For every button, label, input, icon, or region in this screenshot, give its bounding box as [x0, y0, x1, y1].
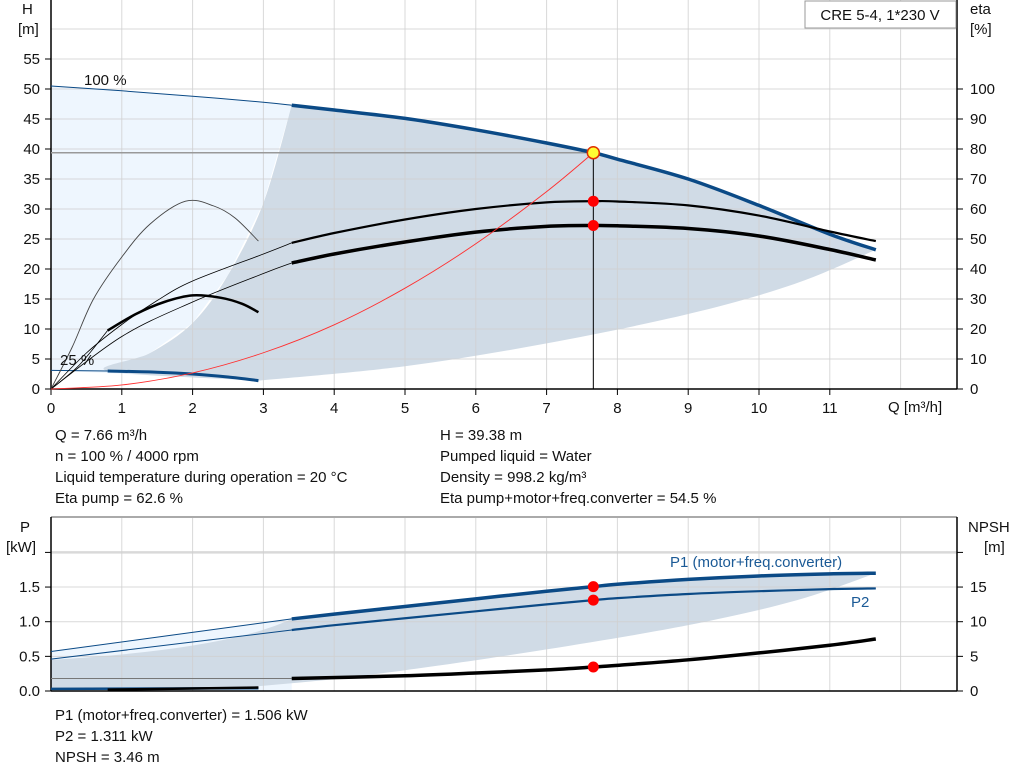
speed-100-label: 100 %	[84, 72, 127, 89]
eta-tick-label: 80	[970, 141, 987, 158]
npsh-tick-label: 0	[970, 683, 978, 700]
eta-tick-label: 60	[970, 201, 987, 218]
npsh-axis-label: NPSH	[968, 519, 1010, 536]
npsh-axis-unit: [m]	[984, 539, 1005, 556]
curve-eta_total_25	[107, 293, 260, 332]
info-p2: P2 = 1.311 kW	[55, 728, 153, 745]
h-tick-label: 15	[23, 291, 40, 308]
p-tick-label: 1.0	[19, 614, 40, 631]
p-tick-label: 1.5	[19, 579, 40, 596]
duty-point-npsh	[587, 661, 599, 673]
h-tick-label: 45	[23, 111, 40, 128]
power-npsh-chart: 0.0 0.5 1.0 1.5 0 5 10 15	[19, 516, 987, 700]
q-tick-label: 8	[613, 400, 621, 417]
eta-tick-label: 50	[970, 231, 987, 248]
h-tick-label: 50	[23, 81, 40, 98]
q-tick-label: 5	[401, 400, 409, 417]
q-tick-label: 2	[188, 400, 196, 417]
duty-point-head	[586, 145, 601, 160]
curve-H_25	[107, 369, 259, 383]
q-tick-label: 0	[47, 400, 55, 417]
info-speed: n = 100 % / 4000 rpm	[55, 448, 199, 465]
h-tick-label: 25	[23, 231, 40, 248]
eta-axis-unit: [%]	[970, 21, 992, 38]
h-tick-label: 5	[32, 351, 40, 368]
h-axis-label: H	[22, 1, 33, 18]
q-tick-label: 3	[259, 400, 267, 417]
q-axis-label: Q [m³/h]	[888, 399, 942, 416]
curve-NPSH	[291, 637, 877, 681]
h-tick-label: 20	[23, 261, 40, 278]
curve-H_25-extrapolated	[50, 369, 108, 372]
q-tick-label: 7	[542, 400, 550, 417]
duty-point-p2	[587, 594, 599, 606]
info-npsh: NPSH = 3.46 m	[55, 749, 160, 766]
p-tick-label: 0.5	[19, 648, 40, 665]
p2-legend-label: P2	[851, 594, 869, 611]
info-temperature: Liquid temperature during operation = 20…	[55, 469, 348, 486]
duty-info-right: H = 39.38 m Pumped liquid = Water Densit…	[440, 425, 716, 509]
p-axis-unit: [kW]	[6, 539, 36, 556]
q-tick-label: 10	[751, 400, 768, 417]
eta-tick-label: 30	[970, 291, 987, 308]
power-info: P1 (motor+freq.converter) = 1.506 kW P2 …	[55, 705, 308, 768]
eta-tick-label: 70	[970, 171, 987, 188]
curve-NPSH_25	[107, 686, 259, 691]
curve-P1-extrapolated	[50, 618, 292, 652]
info-head: H = 39.38 m	[440, 427, 523, 444]
title-text: CRE 5-4, 1*230 V	[820, 7, 939, 24]
eta-tick-label: 10	[970, 351, 987, 368]
curve-eta_pump_100-extrapolated	[50, 242, 292, 390]
q-tick-label: 6	[472, 400, 480, 417]
duty-point-eta-total	[587, 220, 599, 231]
eta-tick-label: 90	[970, 111, 987, 128]
info-p1: P1 (motor+freq.converter) = 1.506 kW	[55, 707, 308, 724]
light-region	[51, 86, 292, 381]
curve-P2-extrapolated	[50, 629, 292, 660]
q-tick-label: 11	[822, 400, 838, 417]
p-axis-label: P	[20, 519, 30, 536]
info-flow: Q = 7.66 m³/h	[55, 427, 148, 444]
h-tick-label: 30	[23, 201, 40, 218]
head-efficiency-chart: 0510152025303540455055010203040506070809…	[23, 0, 995, 417]
eta-axis-label: eta	[970, 1, 992, 18]
h-tick-label: 10	[23, 321, 40, 338]
q-tick-label: 4	[330, 400, 338, 417]
speed-25-label: 25 %	[60, 352, 94, 369]
p1-legend-label: P1 (motor+freq.converter)	[670, 554, 842, 571]
eta-tick-label: 0	[970, 381, 978, 398]
curve-system_curve	[50, 152, 594, 390]
q-tick-label: 9	[684, 400, 692, 417]
h-axis-unit: [m]	[18, 21, 39, 38]
npsh-tick-label: 10	[970, 614, 987, 631]
npsh-tick-label: 15	[970, 579, 987, 596]
npsh-tick-label: 5	[970, 648, 978, 665]
info-eta-total: Eta pump+motor+freq.converter = 54.5 %	[440, 490, 717, 507]
h-tick-label: 35	[23, 171, 40, 188]
duty-info-left: Q = 7.66 m³/h n = 100 % / 4000 rpm Liqui…	[55, 425, 347, 509]
duty-point-eta-pump	[587, 195, 599, 207]
operating-region	[103, 105, 876, 381]
q-tick-label: 1	[118, 400, 126, 417]
h-tick-label: 0	[32, 381, 40, 398]
duty-point-p1	[587, 581, 599, 593]
h-tick-label: 40	[23, 141, 40, 158]
curve-H_100-extrapolated	[50, 85, 292, 106]
curve-eta_total_100-extrapolated	[50, 262, 292, 390]
info-eta-pump: Eta pump = 62.6 %	[55, 490, 183, 507]
info-density: Density = 998.2 kg/m³	[440, 469, 587, 486]
curve-eta_total_25-extrapolated	[50, 330, 108, 390]
title-box: CRE 5-4, 1*230 V	[804, 0, 957, 29]
eta-tick-label: 20	[970, 321, 987, 338]
info-liquid: Pumped liquid = Water	[440, 448, 592, 465]
eta-tick-label: 40	[970, 261, 987, 278]
operating-region	[51, 573, 876, 691]
curve-eta_pump_25-extrapolated	[50, 199, 259, 390]
p-tick-label: 0.0	[19, 683, 40, 700]
eta-tick-label: 100	[970, 81, 995, 98]
h-tick-label: 55	[23, 51, 40, 68]
